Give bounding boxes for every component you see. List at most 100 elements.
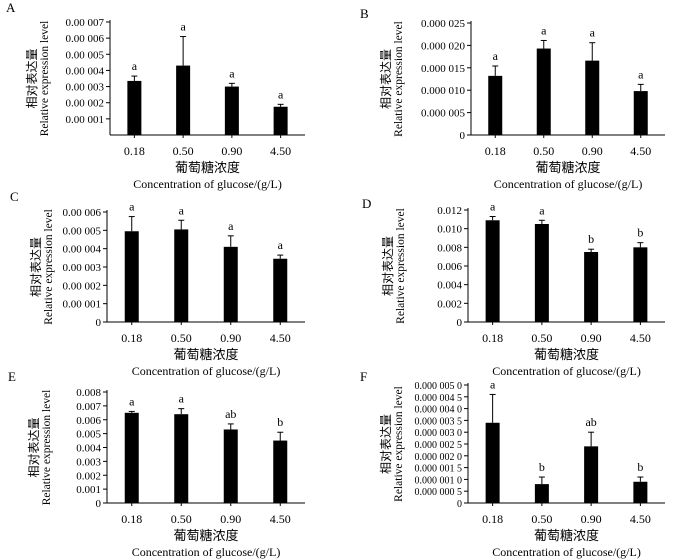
significance-letter: a [590,26,596,40]
y-tick-label: 0 [460,130,466,142]
bar [224,86,239,135]
x-tick-label: 4.50 [630,144,651,158]
y-tick-label: 0.000 010 [421,85,466,97]
y-tick-label: 0.006 [76,415,101,427]
bar [534,224,549,322]
y-axis-label-cn: 相对表达量 [379,49,393,109]
y-tick-label: 0.000 005 0 [415,381,463,392]
x-axis-label-cn: 葡萄糖浓度 [173,528,238,543]
significance-letter: a [129,394,135,408]
bar [485,422,500,503]
y-tick-label: 0.00 005 [63,225,102,237]
panel-label: D [362,196,371,211]
x-tick-label: 0.18 [121,331,142,345]
y-tick-label: 0.00 005 [66,49,105,61]
y-tick-label: 0.006 [437,261,462,273]
x-axis-label-cn: 葡萄糖浓度 [173,347,238,362]
y-axis-label-en: Relative expression level [43,209,55,325]
x-tick-label: 0.90 [221,144,242,158]
y-tick-label: 0.010 [437,224,462,236]
x-axis-label-en: Concentration of glucose/(g/L) [132,364,281,378]
bar [223,246,238,322]
y-axis-label-en: Relative expression level [395,208,407,324]
significance-letter: a [278,238,284,252]
significance-letter: a [179,203,185,217]
significance-letter: a [129,200,135,214]
bar [485,220,500,322]
x-axis-label-en: Concentration of glucose/(g/L) [494,177,643,191]
chart-panel-d: D 0 0.002 0.004 0.006 0.008 0.010 0.012 a 0.18 a 0.… [362,196,665,378]
y-tick-label: 0.000 000 5 [415,487,463,498]
y-tick-label: 0.00 002 [66,98,105,110]
significance-letter: a [278,87,284,101]
y-tick-label: 0.000 001 0 [415,475,463,486]
x-tick-label: 0.50 [531,512,552,526]
bar [273,106,288,135]
significance-letter: b [539,460,545,474]
x-tick-label: 0.18 [121,512,142,526]
y-tick-label: 0.000 004 5 [415,393,463,404]
significance-letter: a [638,67,644,81]
y-axis-label-cn: 相对表达量 [25,48,39,108]
chart-panel-b: B 0 0.000 005 0.000 010 0.000 015 0.000 020 0.… [360,6,665,191]
bar [127,80,142,135]
significance-letter: b [637,226,643,240]
y-tick-label: 0.005 [76,429,101,441]
y-axis-label-cn: 相对表达量 [27,417,41,477]
bar [584,252,599,322]
significance-letter: a [490,377,496,391]
y-tick-label: 0.002 [437,298,462,310]
y-tick-label: 0.003 [76,456,101,468]
bar [585,60,600,135]
significance-letter: b [637,460,643,474]
y-tick-label: 0 [96,498,102,510]
y-tick-label: 0.008 [76,387,101,399]
panel-label: A [6,0,16,15]
x-tick-label: 0.18 [482,331,503,345]
y-tick-label: 0.000 015 [421,63,466,75]
bar [534,484,549,503]
panel-label: F [360,369,367,384]
panel-label: E [8,369,16,384]
x-tick-label: 0.90 [581,512,602,526]
chart-panel-f: F00.000 000 50.000 001 00.000 001 50.000… [360,369,665,559]
y-tick-label: 0.004 [76,443,101,455]
y-tick-label: 0.004 [437,280,462,292]
y-tick-label: 0.00 006 [66,33,105,45]
x-tick-label: 0.50 [531,331,552,345]
y-tick-label: 0.012 [437,205,462,217]
x-axis-label-cn: 葡萄糖浓度 [534,347,599,362]
x-axis-label-cn: 葡萄糖浓度 [175,160,240,175]
x-tick-label: 4.50 [270,144,291,158]
x-tick-label: 0.18 [485,144,506,158]
y-tick-label: 0.008 [437,242,462,254]
significance-letter: ab [585,415,596,429]
x-tick-label: 0.18 [124,144,145,158]
y-axis-label-cn: 相对表达量 [381,236,395,296]
x-axis-label-en: Concentration of glucose/(g/L) [132,545,281,559]
panel-label: C [10,189,19,204]
y-tick-label: 0.00 004 [63,244,102,256]
x-tick-label: 0.18 [482,512,503,526]
significance-letter: ab [225,407,236,421]
y-tick-label: 0 [457,317,463,329]
significance-letter: a [180,20,186,34]
y-tick-label: 0.00 003 [63,262,102,274]
bar [174,414,189,503]
y-tick-label: 0.000 001 5 [415,464,463,475]
y-tick-label: 0.000 025 [421,18,466,30]
y-tick-label: 0.000 002 5 [415,440,463,451]
y-tick-label: 0.001 [76,484,101,496]
x-axis-label-en: Concentration of glucose/(g/L) [133,177,282,191]
y-tick-label: 0.000 003 5 [415,416,463,427]
x-tick-label: 0.90 [582,144,603,158]
x-tick-label: 4.50 [630,331,651,345]
y-tick-label: 0.000 004 0 [415,405,463,416]
x-tick-label: 0.90 [220,512,241,526]
y-axis-label-en: Relative expression level [41,390,53,506]
bar [633,91,648,135]
x-tick-label: 4.50 [270,331,291,345]
y-tick-label: 0.000 002 0 [415,452,463,463]
bar [584,446,599,503]
bar [273,258,288,322]
